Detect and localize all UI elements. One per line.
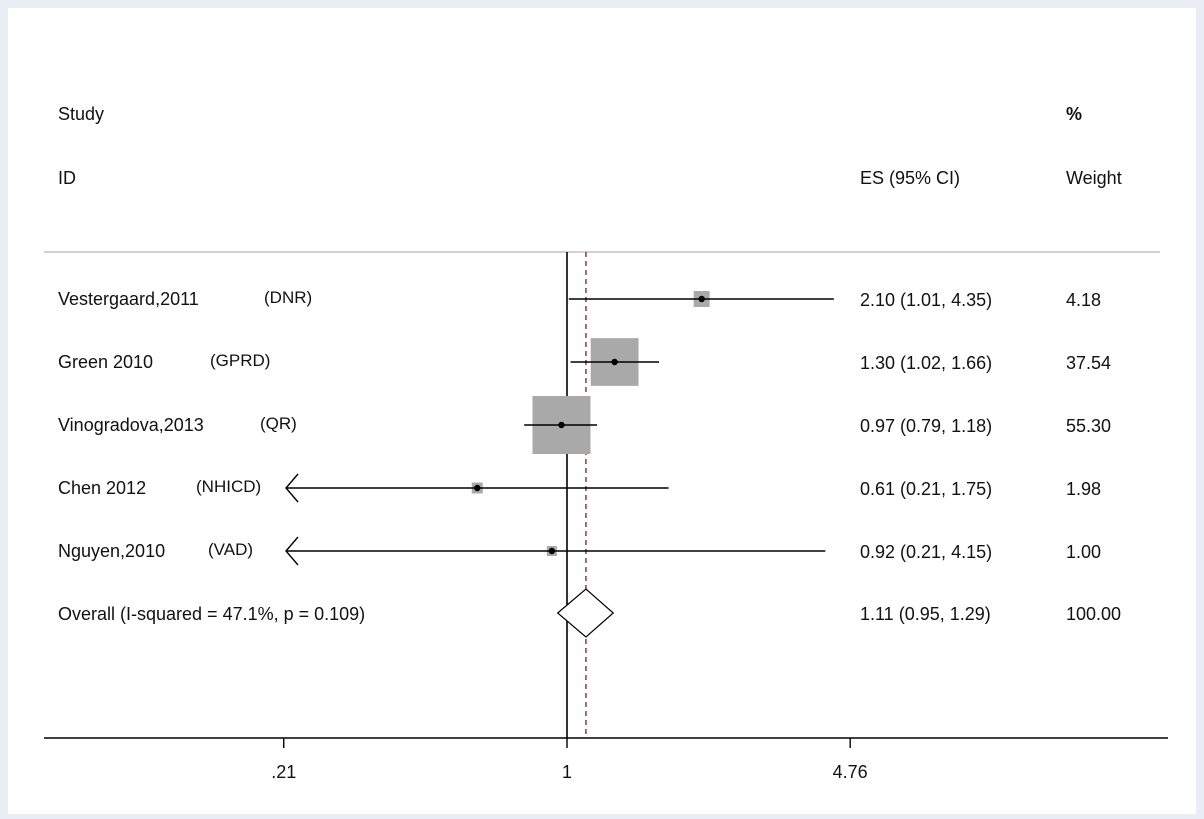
ci-truncated-arrow xyxy=(285,473,299,503)
header-percent: % xyxy=(1066,104,1082,124)
study-name: Chen 2012 xyxy=(58,478,146,498)
overall-diamond xyxy=(556,588,615,638)
study-rows: Vestergaard,2011 (DNR) 2.10 (1.01, 4.35) 4.… xyxy=(58,288,1111,566)
study-source: (VAD) xyxy=(208,540,253,559)
x-tick-label: .21 xyxy=(271,762,296,782)
study-name: Green 2010 xyxy=(58,352,153,372)
overall-weight-value: 100.00 xyxy=(1066,604,1121,624)
study-source: (GPRD) xyxy=(210,351,270,370)
point-estimate xyxy=(548,547,556,555)
weight-value: 1.98 xyxy=(1066,479,1101,499)
study-row: Vinogradova,2013 (QR) 0.97 (0.79, 1.18) 55.… xyxy=(58,396,1111,454)
study-name: Vinogradova,2013 xyxy=(58,415,204,435)
es-ci-value: 0.92 (0.21, 4.15) xyxy=(860,542,992,562)
study-row: Nguyen,2010 (VAD) 0.92 (0.21, 4.15) 1.00 xyxy=(58,536,1101,566)
point-estimate xyxy=(558,421,565,429)
point-estimate xyxy=(611,358,618,366)
weight-value: 37.54 xyxy=(1066,353,1111,373)
x-tick-label: 4.76 xyxy=(833,762,868,782)
forest-plot: Study ID ES (95% CI) % Weight Vestergaar… xyxy=(44,104,1168,782)
study-source: (DNR) xyxy=(264,288,312,307)
header-weight: Weight xyxy=(1066,168,1122,188)
es-ci-value: 2.10 (1.01, 4.35) xyxy=(860,290,992,310)
overall-label: Overall (I-squared = 47.1%, p = 0.109) xyxy=(58,604,365,624)
point-estimate xyxy=(474,484,481,492)
study-row: Green 2010 (GPRD) 1.30 (1.02, 1.66) 37.54 xyxy=(58,338,1111,386)
x-axis-ticks: .21 1 4.76 xyxy=(271,738,868,782)
study-name: Vestergaard,2011 xyxy=(58,289,199,309)
study-row: Vestergaard,2011 (DNR) 2.10 (1.01, 4.35) 4.… xyxy=(58,288,1101,310)
header-es: ES (95% CI) xyxy=(860,168,960,188)
forest-plot-panel: Study ID ES (95% CI) % Weight Vestergaar… xyxy=(8,8,1196,814)
header-id: ID xyxy=(58,168,76,188)
es-ci-value: 0.61 (0.21, 1.75) xyxy=(860,479,992,499)
es-ci-value: 0.97 (0.79, 1.18) xyxy=(860,416,992,436)
header-study: Study xyxy=(58,104,104,124)
study-name: Nguyen,2010 xyxy=(58,541,165,561)
overall-row: Overall (I-squared = 47.1%, p = 0.109) 1.… xyxy=(58,588,1121,638)
weight-value: 55.30 xyxy=(1066,416,1111,436)
point-estimate xyxy=(698,295,705,303)
ci-truncated-arrow xyxy=(285,536,299,566)
weight-value: 4.18 xyxy=(1066,290,1101,310)
study-source: (QR) xyxy=(260,414,297,433)
overall-es-ci-value: 1.11 (0.95, 1.29) xyxy=(860,604,991,624)
x-tick-label: 1 xyxy=(562,762,572,782)
es-ci-value: 1.30 (1.02, 1.66) xyxy=(860,353,992,373)
reference-lines xyxy=(566,252,587,738)
study-row: Chen 2012 (NHICD) 0.61 (0.21, 1.75) 1.98 xyxy=(58,473,1101,503)
study-source: (NHICD) xyxy=(196,477,261,496)
weight-value: 1.00 xyxy=(1066,542,1101,562)
